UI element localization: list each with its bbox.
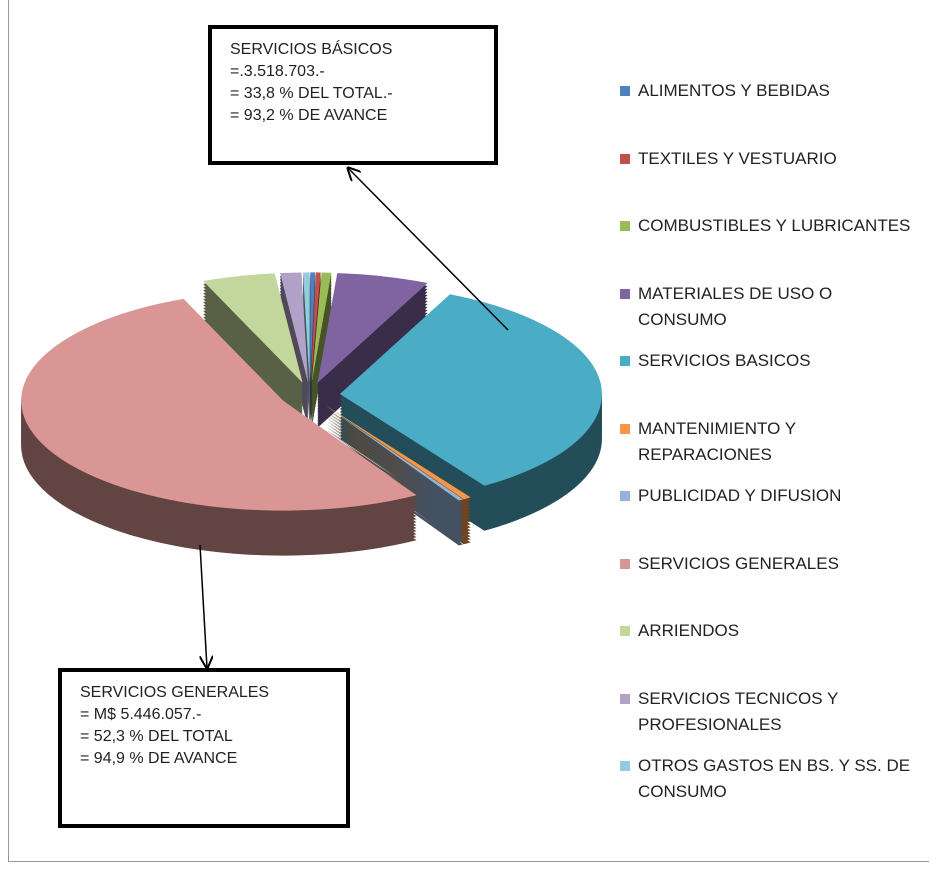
pie-slice-side bbox=[325, 423, 464, 519]
pie-slice bbox=[310, 272, 316, 383]
pie-slice-side bbox=[311, 290, 332, 401]
pie-slice bbox=[326, 405, 471, 500]
legend-item: PUBLICIDAD Y DIFUSION bbox=[620, 483, 920, 509]
pie-slice-side bbox=[325, 408, 464, 504]
legend-label: COMBUSTIBLES Y LUBRICANTES bbox=[638, 216, 911, 235]
pie-slice-side bbox=[325, 420, 464, 516]
legend-swatch bbox=[620, 558, 630, 569]
legend-swatch bbox=[620, 153, 630, 164]
annotation-line: = 94,9 % DE AVANCE bbox=[80, 750, 238, 767]
legend-swatch bbox=[620, 761, 630, 771]
arrow bbox=[348, 168, 509, 331]
pie bbox=[21, 272, 602, 556]
pie-slice bbox=[317, 273, 428, 383]
legend-swatch bbox=[620, 693, 630, 704]
pie-slice-side bbox=[310, 275, 321, 386]
legend-swatch bbox=[620, 221, 630, 231]
pie-slice-side bbox=[311, 293, 332, 404]
annotation-line: = 33,8 % DEL TOTAL.- bbox=[230, 85, 393, 102]
legend-swatch bbox=[620, 288, 630, 299]
legend-swatch bbox=[620, 626, 630, 636]
legend-swatch bbox=[620, 356, 630, 366]
pie-slice-side bbox=[311, 284, 332, 395]
annotation-line: SERVICIOS BÁSICOS bbox=[230, 41, 393, 58]
arrow bbox=[199, 544, 207, 668]
legend-label: MATERIALES DE USO O CONSUMO bbox=[638, 283, 833, 329]
legend-item: SERVICIOS BASICOS bbox=[620, 348, 920, 374]
annotation-box: SERVICIOS GENERALES = M$ 5.446.057.- = 52,… bbox=[58, 668, 350, 828]
legend-item: MATERIALES DE USO O CONSUMO bbox=[620, 281, 920, 333]
pie-slice-side bbox=[311, 299, 332, 410]
pie-slice-side bbox=[325, 414, 464, 510]
pie-slice bbox=[21, 298, 417, 511]
legend-item: SERVICIOS GENERALES bbox=[620, 551, 920, 577]
legend-item: ALIMENTOS Y BEBIDAS bbox=[620, 78, 920, 104]
pie-slice-side bbox=[311, 281, 332, 392]
annotation-line: =.3.518.703.- bbox=[230, 63, 325, 80]
legend-label: PUBLICIDAD Y DIFUSION bbox=[638, 486, 842, 505]
legend-label: TEXTILES Y VESTUARIO bbox=[638, 148, 837, 168]
pie-slice bbox=[280, 272, 309, 383]
pie-slice bbox=[325, 405, 464, 501]
legend-label: OTROS GASTOS EN BS. Y SS. DE CONSUMO bbox=[638, 756, 911, 801]
pie-slice bbox=[303, 272, 310, 383]
legend-label: SERVICIOS TECNICOS Y PROFESIONALES bbox=[638, 688, 838, 734]
legend-swatch bbox=[620, 86, 630, 96]
legend-item: ARRIENDOS bbox=[620, 618, 920, 644]
pie-slice bbox=[310, 272, 321, 383]
annotation-line: = M$ 5.446.057.- bbox=[80, 706, 202, 723]
pie-slice bbox=[311, 272, 332, 383]
pie-slice-side bbox=[325, 426, 464, 522]
legend-label: MANTENIMIENTO Y REPARACIONES bbox=[638, 418, 796, 464]
pie-slice-side bbox=[325, 417, 464, 513]
legend-item: SERVICIOS TECNICOS Y PROFESIONALES bbox=[620, 686, 920, 738]
pie-slice bbox=[339, 294, 602, 486]
pie-slice-side bbox=[310, 278, 321, 389]
legend-item: COMBUSTIBLES Y LUBRICANTES bbox=[620, 213, 920, 239]
legend-item: MANTENIMIENTO Y REPARACIONES bbox=[620, 416, 920, 468]
legend-label: ARRIENDOS bbox=[638, 621, 740, 640]
annotation-line: = 93,2 % DE AVANCE bbox=[230, 107, 388, 124]
pie-slice-side bbox=[311, 275, 332, 386]
legend-swatch bbox=[620, 423, 630, 434]
legend-label: SERVICIOS BASICOS bbox=[638, 351, 811, 370]
pie-slice-side bbox=[311, 278, 332, 389]
pie-slice-side bbox=[311, 296, 332, 407]
pie-slice bbox=[203, 273, 303, 383]
pie-slice-side bbox=[310, 281, 321, 392]
annotation-line: SERVICIOS GENERALES bbox=[80, 684, 270, 701]
pie-slice-side bbox=[325, 411, 464, 507]
chart-frame bbox=[8, 0, 929, 862]
annotation-box: SERVICIOS BÁSICOS =.3.518.703.- = 33,8 % D… bbox=[208, 25, 498, 165]
pie-slice-side bbox=[311, 302, 332, 413]
pie-slice-side bbox=[325, 429, 464, 525]
pie-slice-side bbox=[311, 305, 332, 416]
annotation-line: = 52,3 % DEL TOTAL bbox=[80, 728, 233, 745]
legend-label: ALIMENTOS Y BEBIDAS bbox=[638, 81, 830, 100]
legend-label: SERVICIOS GENERALES bbox=[638, 553, 839, 573]
legend-swatch bbox=[620, 491, 630, 501]
pie-slice-side bbox=[311, 287, 332, 398]
legend-item: OTROS GASTOS EN BS. Y SS. DE CONSUMO bbox=[620, 753, 920, 805]
legend-item: TEXTILES Y VESTUARIO bbox=[620, 146, 920, 172]
